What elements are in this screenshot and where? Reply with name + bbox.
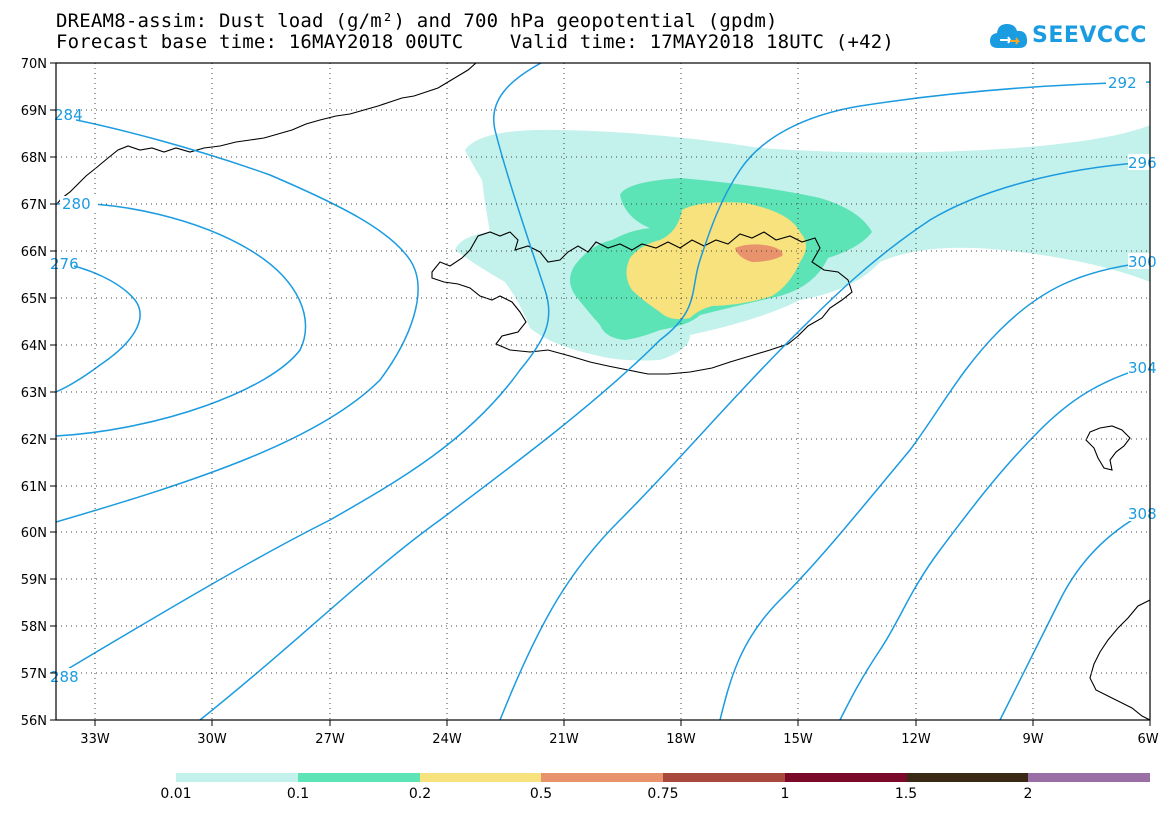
lat-label-60n: 60N [21, 526, 47, 541]
geopotential-isolines [56, 63, 1150, 720]
isoline-label-296: 296 [1128, 154, 1157, 172]
isoline-308 [999, 509, 1150, 720]
lat-label-58n: 58N [21, 620, 47, 635]
isoline-label-284: 284 [54, 106, 83, 124]
lat-label-56n: 56N [21, 714, 47, 729]
lat-label-64n: 64N [21, 339, 47, 354]
map-title-line2: Forecast base time: 16MAY2018 00UTC Vali… [56, 31, 895, 53]
colorbar-label-1.5: 1.5 [894, 786, 918, 802]
colorbar-segment-4 [541, 773, 663, 782]
dust-area-0.5 [735, 244, 783, 262]
isoline-300 [719, 261, 1150, 720]
colorbar-segment-1 [176, 773, 298, 782]
lat-label-70n: 70N [21, 57, 47, 72]
cloud-icon [990, 24, 1028, 48]
isoline-label-288: 288 [50, 668, 79, 686]
isoline-label-292: 292 [1108, 74, 1137, 92]
lat-label-62n: 62N [21, 433, 47, 448]
colorbar-label-0.2: 0.2 [408, 786, 432, 802]
isoline-280 [56, 202, 307, 437]
lat-label-63n: 63N [21, 386, 47, 401]
colorbar-label-0.1: 0.1 [286, 786, 310, 802]
colorbar-label-0.01: 0.01 [160, 786, 192, 802]
colorbar-segment-7 [906, 773, 1029, 782]
lon-label-6w: 6W [1137, 732, 1158, 747]
colorbar-segment-3 [419, 773, 542, 782]
dust-colorbar [176, 773, 1150, 782]
lon-label-33w: 33W [80, 732, 110, 747]
lon-label-24w: 24W [432, 732, 462, 747]
isoline-label-308: 308 [1128, 505, 1157, 523]
colorbar-segment-5 [663, 773, 785, 782]
coastlines [56, 63, 1150, 720]
iceland-coastline [431, 231, 853, 375]
lat-label-59n: 59N [21, 573, 47, 588]
lat-label-65n: 65N [21, 292, 47, 307]
map-title-line1: DREAM8-assim: Dust load (g/m²) and 700 h… [56, 10, 778, 32]
greenland-coastline [56, 63, 477, 206]
lon-label-18w: 18W [666, 732, 696, 747]
longitude-labels: 33W 30W 27W 24W 21W 18W 15W 12W 9W 6W [80, 732, 1158, 747]
lat-label-66n: 66N [21, 245, 47, 260]
seevccc-logo: SEEVCCC [988, 20, 1146, 60]
isoline-label-276: 276 [50, 255, 79, 273]
isoline-284 [56, 115, 419, 523]
lat-label-67n: 67N [21, 198, 47, 213]
lon-label-27w: 27W [315, 732, 345, 747]
lon-label-30w: 30W [197, 732, 227, 747]
latitude-labels: 70N 69N 68N 67N 66N 65N 64N 63N 62N 61N … [21, 57, 47, 729]
isoline-label-304: 304 [1128, 359, 1157, 377]
lat-label-57n: 57N [21, 667, 47, 682]
dust-area-0.2 [626, 202, 806, 320]
colorbar-label-2: 2 [1023, 786, 1033, 802]
colorbar-segment-6 [784, 773, 907, 782]
colorbar-segment-8 [1028, 773, 1150, 782]
logo-text: SEEVCCC [1032, 23, 1147, 48]
lon-label-9w: 9W [1022, 732, 1043, 747]
isoline-296 [499, 161, 1150, 720]
isoline-276 [56, 261, 141, 393]
colorbar-label-0.5: 0.5 [529, 786, 553, 802]
lat-label-61n: 61N [21, 480, 47, 495]
isoline-304 [839, 365, 1150, 720]
dust-shading [455, 125, 1150, 361]
lon-label-15w: 15W [783, 732, 813, 747]
isoline-label-280: 280 [62, 195, 91, 213]
lat-label-68n: 68N [21, 151, 47, 166]
colorbar-segment-2 [297, 773, 420, 782]
colorbar-label-1: 1 [780, 786, 790, 802]
isoline-288 [56, 63, 550, 677]
isoline-label-300: 300 [1128, 253, 1157, 271]
isoline-292 [199, 81, 1150, 720]
colorbar-label-0.75: 0.75 [647, 786, 679, 802]
lat-label-69n: 69N [21, 104, 47, 119]
faroe-coastline [1085, 425, 1131, 471]
axis-ticks [50, 62, 1151, 726]
isoline-labels: 284 280 276 288 292 296 300 304 308 [50, 74, 1157, 686]
lon-label-12w: 12W [901, 732, 931, 747]
lon-label-21w: 21W [549, 732, 579, 747]
scotland-coastline [1089, 599, 1150, 720]
